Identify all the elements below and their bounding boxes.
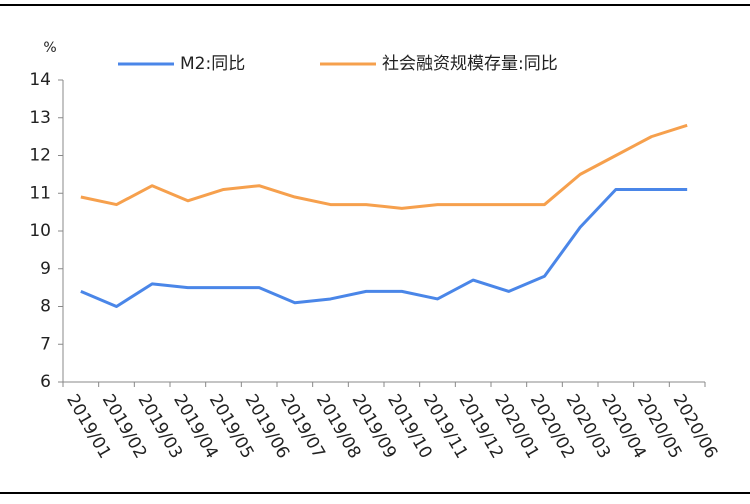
y-tick-label: 7 <box>40 334 51 354</box>
y-tick-label: 11 <box>29 183 51 203</box>
y-tick-label: 9 <box>40 259 51 279</box>
series-line <box>80 187 688 308</box>
y-tick-label: 14 <box>29 70 51 90</box>
y-tick-label: 13 <box>29 108 51 128</box>
y-tick-label: 6 <box>40 372 51 392</box>
y-tick-label: 10 <box>29 221 51 241</box>
y-unit: % <box>43 40 56 56</box>
y-tick-label: 12 <box>29 146 51 166</box>
legend-label: M2:同比 <box>180 54 245 74</box>
legend-label: 社会融资规模存量:同比 <box>382 54 558 74</box>
y-tick-label: 8 <box>40 297 51 317</box>
series-line <box>80 123 688 210</box>
